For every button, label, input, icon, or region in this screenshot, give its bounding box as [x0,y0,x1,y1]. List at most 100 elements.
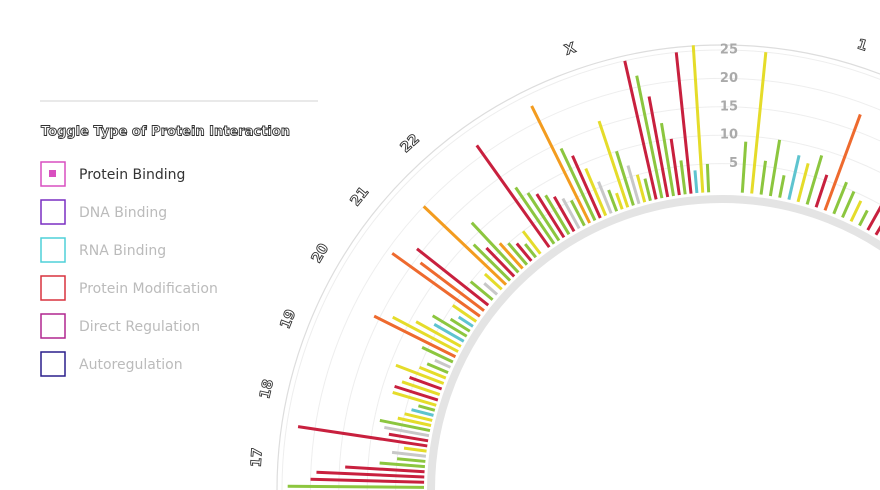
bar [310,477,425,484]
checkbox[interactable] [40,237,66,263]
bar [607,189,619,212]
bar [514,186,556,245]
toggle-option[interactable]: Protein Modification [40,275,218,301]
bar [705,163,711,193]
grid-ring [310,78,880,490]
bar [615,150,635,206]
grid-ring [281,49,880,490]
bar [397,416,432,427]
bar [597,181,613,214]
bar [396,457,426,463]
inner-ring [427,195,880,490]
bar [535,193,566,239]
bar [796,163,810,203]
option-label[interactable]: Direct Regulation [79,319,200,335]
bar [584,167,608,217]
bar [669,138,681,196]
bar [553,196,576,233]
bar [759,160,768,195]
bar [866,205,880,231]
bar [498,242,524,270]
bar [475,144,551,249]
bar [559,147,597,222]
bar [485,246,516,278]
y-tick-label: 25 [720,43,738,58]
bar [394,384,439,402]
toggle-option[interactable]: Protein Binding [40,161,185,187]
bar [483,272,503,291]
chromosome-label: 18 [257,378,277,400]
y-tick-label: 10 [720,128,738,143]
bar [404,412,433,422]
chromosome-label: 1 [855,36,869,54]
bar [778,175,786,198]
bar [457,315,474,328]
chromosome-label: X [563,40,579,59]
chromosome-label: 19 [277,307,299,331]
chromosome-label: 17 [248,447,265,468]
bar [469,280,494,301]
bar [415,320,462,348]
option-label[interactable]: DNA Binding [79,205,167,221]
bar [858,209,869,227]
bar [316,470,425,479]
bar [403,446,427,453]
option-label[interactable]: Autoregulation [79,357,183,373]
bar [421,346,454,364]
outer-ring [276,44,880,490]
bar [418,404,436,412]
bar [431,314,468,338]
y-tick-label: 5 [729,156,738,171]
bar [395,363,445,385]
bar [691,45,705,193]
grid-ring [338,106,880,490]
bar [615,192,624,210]
option-label[interactable]: Protein Modification [79,281,218,297]
bar [787,154,801,200]
bar [411,408,434,417]
bar [544,194,571,236]
bar [693,170,699,194]
grid-ring [395,163,880,490]
toggle-option[interactable]: RNA Binding [40,237,166,263]
bar [391,252,481,318]
panel-title: Toggle Type of Protein Interaction [41,125,290,140]
toggle-option[interactable]: Direct Regulation [40,313,200,339]
bar [434,358,452,369]
bar [379,461,426,469]
bar [647,96,670,198]
bar [392,315,459,353]
bar [419,261,485,312]
checkbox[interactable] [40,313,66,339]
radial-chart: 5 10 15 20 25 17 18 19 20 21 22 X 1 [248,36,880,490]
option-label[interactable]: RNA Binding [79,243,166,259]
bar [768,139,782,197]
bar [823,113,862,211]
bar [849,200,863,223]
bar [841,190,856,219]
bar [297,425,428,448]
bar [391,450,427,458]
bar [635,174,647,203]
bar [569,199,586,227]
bar [416,247,490,307]
bar [635,75,664,199]
bar [814,174,829,208]
bar [472,243,512,282]
bar [571,155,602,219]
grid-ring [366,134,880,490]
option-label[interactable]: Protein Binding [79,167,185,183]
checkbox[interactable] [40,275,66,301]
toggle-option[interactable]: Autoregulation [40,351,183,377]
bar [521,230,542,255]
bar [422,205,508,286]
checkbox[interactable] [40,351,66,377]
bar [643,178,652,202]
bar [401,380,441,396]
toggle-option[interactable]: DNA Binding [40,199,167,225]
checkbox[interactable] [40,199,66,225]
bar [345,465,425,474]
bar [597,120,630,208]
checkbox-fill [49,170,56,177]
